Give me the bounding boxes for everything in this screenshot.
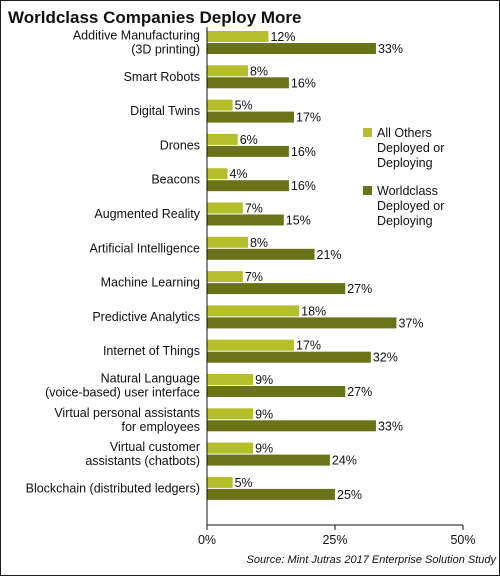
bar-all-others: [207, 271, 243, 283]
value-label: 15%: [286, 214, 311, 228]
legend: All Others Deployed or Deploying Worldclass…: [363, 126, 444, 228]
value-label: 32%: [373, 351, 398, 365]
legend-label: All Others Deployed or Deploying: [377, 126, 444, 170]
value-label: 9%: [255, 442, 273, 456]
category-label: Blockchain (distributed ledgers): [26, 481, 200, 495]
value-label: 21%: [317, 248, 342, 262]
bar-all-others: [207, 236, 248, 248]
category-label: Additive Manufacturing (3D printing): [73, 29, 200, 57]
category-label: Smart Robots: [124, 70, 200, 84]
bar-worldclass: [207, 180, 289, 192]
bar-worldclass: [207, 386, 346, 397]
value-label: 12%: [270, 30, 295, 44]
value-label: 7%: [245, 202, 263, 216]
value-label: 9%: [255, 407, 273, 421]
bar-worldclass: [207, 317, 397, 329]
category-label: Internet of Things: [103, 344, 200, 358]
value-label: 27%: [347, 282, 372, 296]
x-tick-label: 0%: [198, 533, 216, 547]
value-label: 8%: [250, 64, 268, 78]
category-label: Digital Twins: [130, 104, 200, 118]
chart-title: Worldclass Companies Deploy More: [8, 8, 301, 27]
bar-all-others: [207, 374, 254, 385]
category-labels: Additive Manufacturing (3D printing) Smart…: [26, 29, 201, 496]
bar-worldclass: [207, 283, 346, 295]
value-label: 5%: [235, 476, 253, 490]
value-label: 4%: [229, 167, 247, 181]
bar-worldclass: [207, 214, 284, 226]
category-label: Artificial Intelligence: [90, 241, 201, 255]
category-label: Machine Learning: [101, 276, 200, 290]
value-label: 33%: [378, 419, 403, 433]
value-label: 6%: [240, 133, 258, 147]
legend-label: Worldclass Deployed or Deploying: [377, 184, 444, 228]
bar-worldclass: [207, 351, 371, 363]
bar-all-others: [207, 168, 228, 180]
bar-worldclass: [207, 111, 295, 123]
bar-worldclass: [207, 488, 335, 500]
value-label: 8%: [250, 236, 268, 250]
bar-worldclass: [207, 43, 376, 54]
value-label: 16%: [291, 145, 316, 159]
bar-all-others: [207, 99, 233, 111]
bar-worldclass: [207, 248, 315, 260]
value-label: 37%: [398, 316, 423, 330]
bar-all-others: [207, 65, 248, 77]
value-label: 5%: [235, 99, 253, 113]
value-label: 7%: [245, 270, 263, 284]
bar-all-others: [207, 408, 254, 420]
category-label: Drones: [160, 138, 200, 152]
x-axis: 0% 25% 50%: [198, 27, 476, 547]
category-label: Natural Language (voice-based) user inter…: [45, 372, 200, 400]
bar-all-others: [207, 476, 233, 488]
value-labels: 12% 33% 8% 16% 5% 17% 6% 16% 4% 16% 7% 15% 8% 21% 7% 27…: [229, 30, 423, 502]
value-label: 9%: [255, 373, 273, 387]
category-label: Virtual customer assistants (chatbots): [85, 440, 200, 468]
legend-swatch: [363, 186, 372, 195]
bar-all-others: [207, 442, 254, 454]
value-label: 27%: [347, 385, 372, 399]
value-label: 17%: [296, 339, 321, 353]
value-label: 24%: [332, 454, 357, 468]
bar-all-others: [207, 133, 238, 145]
value-label: 16%: [291, 76, 316, 90]
value-label: 25%: [337, 488, 362, 502]
category-label: Augmented Reality: [94, 207, 200, 221]
value-label: 18%: [301, 304, 326, 318]
source-note: Source: Mint Jutras 2017 Enterprise Solu…: [247, 554, 498, 566]
bar-all-others: [207, 202, 243, 214]
x-tick-label: 50%: [450, 533, 475, 547]
bar-all-others: [207, 339, 295, 351]
value-label: 16%: [291, 179, 316, 193]
bar-worldclass: [207, 454, 330, 466]
category-label: Virtual personal assistants for employees: [54, 406, 200, 434]
category-label: Predictive Analytics: [92, 310, 200, 324]
value-label: 33%: [378, 42, 403, 56]
bars: [207, 31, 397, 500]
category-label: Beacons: [151, 173, 200, 187]
bar-worldclass: [207, 420, 376, 432]
value-label: 17%: [296, 111, 321, 125]
x-tick-label: 25%: [322, 533, 347, 547]
bar-worldclass: [207, 145, 289, 157]
bar-worldclass: [207, 77, 289, 89]
bar-all-others: [207, 31, 269, 42]
bar-all-others: [207, 305, 300, 317]
legend-swatch: [363, 128, 372, 137]
